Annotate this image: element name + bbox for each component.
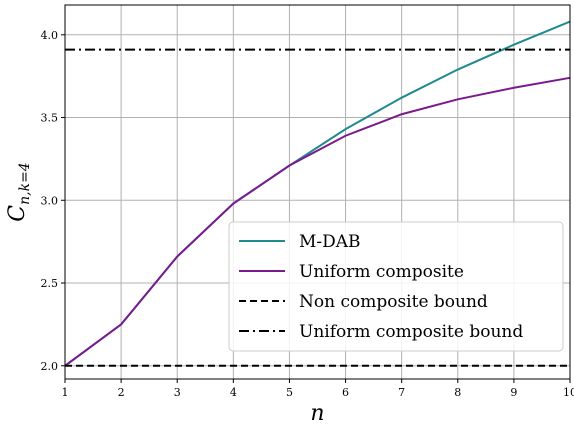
y-tick-label: 3.5 [41, 112, 59, 125]
x-tick-label: 5 [286, 386, 293, 399]
y-tick-label: 2.5 [41, 277, 59, 290]
y-axis-label: Cn,k=4 [5, 162, 33, 221]
legend-box [228, 221, 564, 352]
plot-frame [64, 4, 571, 380]
y-tick-label: 4.0 [41, 29, 59, 42]
x-axis-label: n [310, 401, 324, 426]
y-axis-label-subscript: n,k=4 [17, 162, 33, 205]
series-line-uniform-composite [64, 76, 571, 367]
legend-entry-label: Uniform composite [299, 262, 464, 282]
legend-entry-label: Uniform composite bound [299, 322, 523, 342]
y-tick-label: 2.0 [41, 360, 59, 373]
y-tick-label: 3.0 [41, 194, 59, 207]
y-axis-label-main: C [5, 205, 30, 222]
x-tick-label: 8 [454, 386, 461, 399]
x-tick-label: 7 [398, 386, 405, 399]
x-tick-label: 3 [174, 386, 181, 399]
x-tick-label: 1 [62, 386, 69, 399]
series-lines [64, 20, 571, 367]
x-tick-label: 6 [342, 386, 349, 399]
legend-entry-label: Non composite bound [299, 292, 488, 312]
legend: M-DAB Uniform composite Non composite boun… [228, 221, 564, 352]
x-tick-label: 4 [230, 386, 237, 399]
axis-ticks: 1 2 3 4 5 6 7 8 9 10 2.0 2.5 3.0 3.5 4.0 [41, 29, 574, 399]
legend-entry-label: M-DAB [299, 232, 361, 252]
x-tick-label: 10 [563, 386, 574, 399]
x-tick-label: 2 [118, 386, 125, 399]
grid [64, 5, 571, 379]
x-tick-label: 9 [510, 386, 517, 399]
